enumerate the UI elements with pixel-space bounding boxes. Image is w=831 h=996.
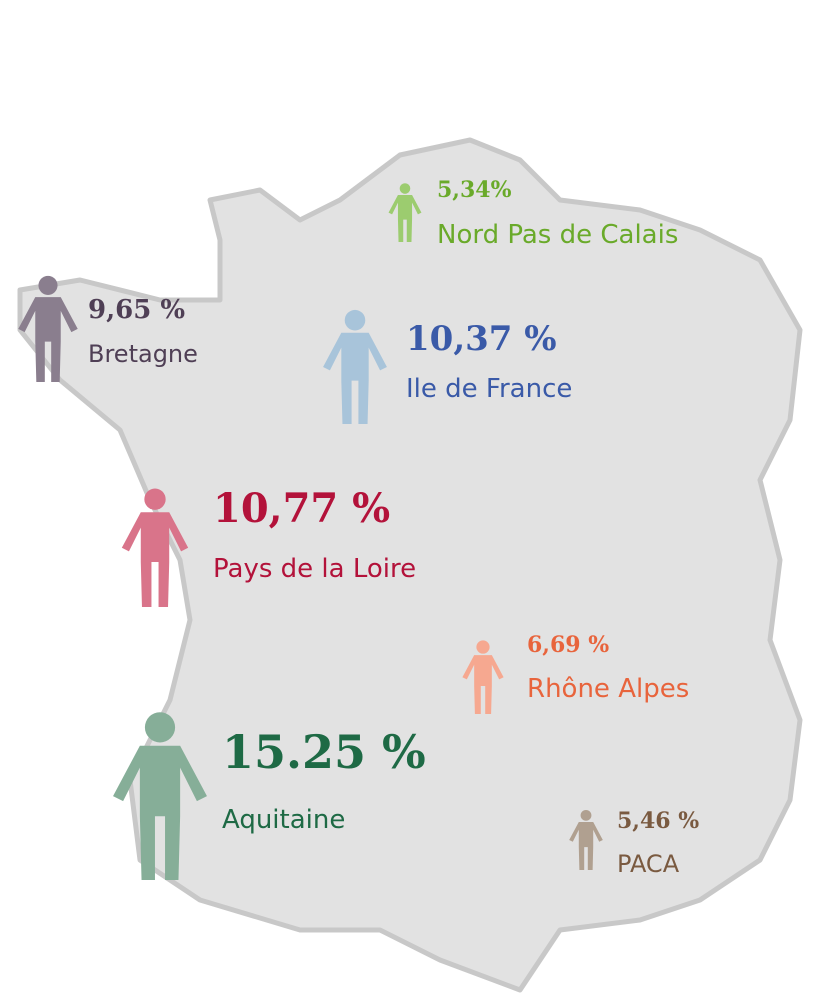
person-icon — [18, 275, 78, 382]
icon-body — [113, 745, 207, 880]
region-name: Ile de France — [406, 374, 572, 404]
region-value: 9,65 % — [88, 295, 185, 325]
region-name: Bretagne — [88, 340, 198, 368]
region-value: 10,77 % — [213, 485, 390, 532]
region-name: Nord Pas de Calais — [437, 220, 678, 250]
icon-body — [18, 297, 78, 382]
icon-body — [121, 512, 189, 607]
person-icon — [323, 309, 387, 424]
region-value: 5,46 % — [617, 808, 699, 834]
person-icon — [569, 809, 603, 870]
icon-body — [569, 821, 603, 870]
icon-head — [38, 275, 58, 295]
person-icon — [388, 183, 422, 242]
icon-head — [144, 712, 176, 743]
region-name: PACA — [617, 850, 680, 878]
region-name: Rhône Alpes — [527, 674, 689, 704]
region-name: Aquitaine — [222, 805, 345, 835]
icon-head — [344, 309, 366, 331]
france-outline — [17, 137, 803, 993]
person-icon — [121, 488, 189, 607]
icon-body — [323, 332, 387, 424]
icon-head — [580, 809, 592, 821]
icon-head — [144, 488, 166, 510]
icon-head — [399, 183, 411, 194]
region-value: 6,69 % — [527, 632, 609, 658]
region-value: 5,34% — [437, 177, 512, 203]
icon-head — [476, 640, 490, 654]
icon-body — [388, 195, 422, 242]
icon-body — [462, 655, 504, 714]
regions: 5,34% Nord Pas de Calais 9,65 % Bretagne 10,… — [18, 177, 699, 880]
region-value: 10,37 % — [406, 319, 557, 359]
person-icon — [462, 640, 504, 714]
region-name: Pays de la Loire — [213, 554, 416, 584]
person-icon — [113, 712, 207, 880]
region-value: 15.25 % — [222, 725, 426, 779]
